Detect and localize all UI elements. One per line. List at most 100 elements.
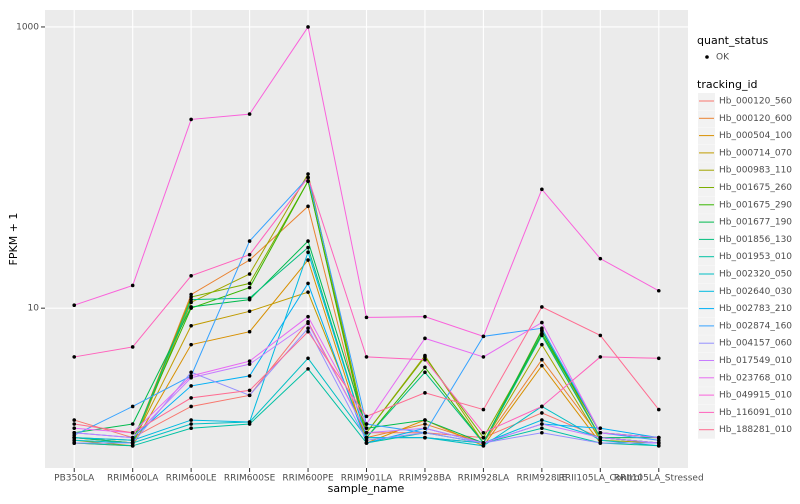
point (306, 179, 310, 183)
legend-label: Hb_000714_070 (719, 148, 792, 158)
point (656, 444, 661, 448)
point (189, 297, 193, 302)
point (130, 345, 135, 349)
point (72, 355, 77, 359)
point (306, 281, 310, 286)
point (189, 305, 193, 309)
legend-label: Hb_002874_160 (719, 321, 792, 331)
x-tick-label: RRIM928BA (399, 474, 452, 484)
point (247, 362, 252, 366)
point (540, 430, 544, 435)
point (656, 288, 661, 293)
point (189, 273, 193, 278)
point (540, 342, 544, 347)
point (247, 239, 252, 243)
point (130, 422, 135, 426)
point (540, 326, 544, 331)
point (306, 239, 310, 243)
point (130, 430, 135, 435)
point (481, 407, 486, 412)
legend-label: Hb_001677_190 (719, 218, 792, 228)
point (481, 355, 486, 359)
point (481, 435, 486, 440)
point (540, 320, 544, 325)
point (423, 336, 427, 341)
point (540, 363, 544, 368)
point (656, 407, 661, 412)
point (423, 365, 427, 370)
y-axis-title: FPKM + 1 (7, 213, 20, 266)
point (364, 414, 369, 419)
point (189, 404, 193, 409)
point (598, 355, 603, 359)
legend-label: Hb_000504_100 (719, 131, 792, 141)
point-legend-key (705, 55, 709, 59)
point (247, 420, 252, 424)
point (540, 357, 544, 362)
point (72, 426, 77, 431)
point (189, 384, 193, 388)
point (247, 329, 252, 334)
x-tick-label: RRIM928LA (458, 474, 510, 484)
point (423, 370, 427, 375)
point (247, 272, 252, 276)
point (423, 426, 427, 431)
point (189, 117, 193, 122)
x-tick-label: RRIM600SE (224, 474, 276, 484)
point (247, 258, 252, 262)
point (364, 355, 369, 359)
point (540, 411, 544, 415)
point (247, 359, 252, 363)
legend-label: Hb_023768_010 (719, 373, 792, 383)
point (306, 25, 310, 29)
point (598, 333, 603, 338)
point (423, 391, 427, 395)
legend-label: Hb_000120_600 (719, 114, 792, 124)
point (189, 370, 193, 375)
point (72, 430, 77, 435)
legend-label: Hb_017549_010 (719, 356, 792, 366)
legend-label: Hb_049915_010 (719, 391, 792, 401)
point (364, 422, 369, 426)
point (189, 422, 193, 426)
legend-label: Hb_001675_260 (719, 183, 792, 193)
legend-title: tracking_id (697, 78, 758, 91)
point (656, 356, 661, 361)
point (189, 292, 193, 297)
point (423, 314, 427, 319)
point (306, 290, 310, 294)
x-tick-label: PB350LA (54, 474, 95, 484)
point (306, 329, 310, 334)
point (247, 281, 252, 286)
point (423, 435, 427, 440)
point (130, 435, 135, 440)
point (247, 374, 252, 378)
point (130, 404, 135, 409)
point (306, 258, 310, 262)
point (540, 329, 544, 333)
x-axis-title: sample_name (328, 482, 405, 495)
legend-label: Hb_001856_130 (719, 235, 792, 245)
point-legend-label: OK (716, 53, 730, 63)
legend-label: Hb_116091_010 (719, 408, 792, 418)
point (656, 438, 661, 443)
point-legend-title: quant_status (697, 34, 769, 47)
point (423, 357, 427, 362)
point (540, 404, 544, 409)
point (540, 333, 544, 338)
point (189, 374, 193, 378)
point (247, 309, 252, 314)
point (306, 172, 310, 176)
point (130, 441, 135, 445)
legend-label: Hb_188281_010 (719, 425, 792, 435)
legend-label: Hb_004157_060 (719, 339, 792, 349)
point (306, 245, 310, 250)
point (306, 314, 310, 319)
point (364, 435, 369, 440)
point (598, 256, 603, 261)
point (423, 422, 427, 426)
point (364, 438, 369, 443)
point (423, 430, 427, 435)
point (540, 418, 544, 422)
